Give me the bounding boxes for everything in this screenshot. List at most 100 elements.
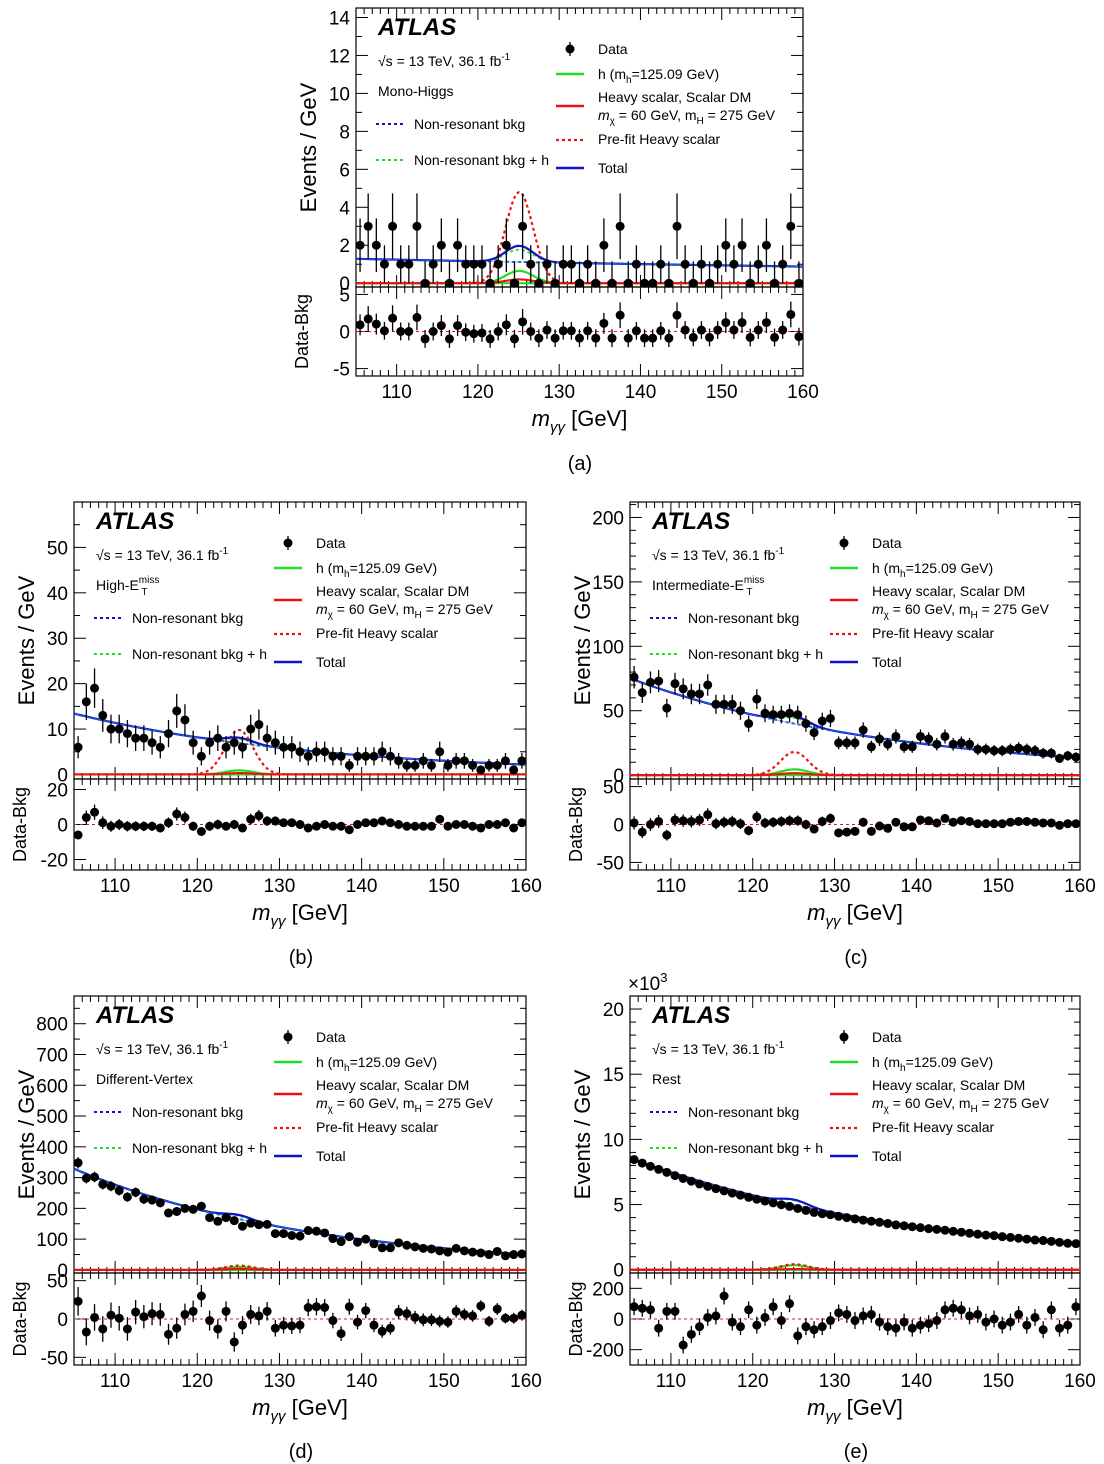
data-point [1005,1232,1015,1242]
legend-hs-sub2: H [697,116,704,127]
residual-point [703,1312,713,1322]
residual-point [81,813,91,822]
data-point [696,259,706,269]
residual-point [645,1305,655,1315]
residual-point [883,1322,893,1332]
x-axis-m: m [252,900,270,925]
data-point [394,756,404,766]
residual-point [1014,1309,1024,1319]
y-tick-label: 2 [339,236,350,257]
residual-point [377,816,387,826]
y-tick-label: 0 [613,1261,624,1282]
data-point [744,719,754,729]
ratio-y-tick-label: -200 [586,1341,624,1362]
residual-point [778,325,788,335]
category-sup: miss [139,575,160,586]
ratio-y-tick-label: 20 [47,781,68,802]
data-point [402,760,412,770]
x-tick-label: 140 [346,876,378,897]
data-point [426,1244,436,1254]
data-point [680,259,690,269]
legend-total-text: Total [872,1148,902,1164]
residual-point [279,1320,289,1330]
data-point [287,1230,297,1240]
y-axis-title: Events / GeV [14,575,39,705]
data-point [534,278,544,288]
legend-nrb-text: Non-resonant bkg [688,1104,799,1120]
residual-point [468,821,478,831]
data-point [1055,753,1065,763]
ratio-y-tick-label: 0 [57,816,68,837]
data-point [809,728,819,738]
data-point [369,751,379,761]
data-point [254,720,264,730]
data-point [501,240,511,250]
legend-nrb-text: Non-resonant bkg [132,610,243,626]
residual-point [328,1316,338,1326]
data-point [254,1220,264,1230]
data-point [493,259,503,269]
residual-point [379,326,389,336]
data-point [817,716,827,726]
data-point [164,1208,174,1218]
residual-point [915,1320,925,1330]
data-point [196,751,206,761]
x-tick-label: 160 [510,876,542,897]
residual-point [776,1316,786,1326]
residual-point [344,825,354,835]
data-point [188,738,198,748]
y-tick-label: 10 [603,1130,624,1151]
residual-point [670,815,680,825]
data-point [469,259,479,269]
legend-h-tail: =125.09 GeV) [350,560,438,576]
residual-point [695,1322,705,1332]
x-tick-label: 140 [901,876,933,897]
atlas-label: ATLAS [377,14,456,41]
residual-point [1055,820,1065,830]
data-point [246,724,256,734]
x-axis-unit: [GeV] [285,900,347,925]
legend-h-a: h (m [316,560,344,576]
legend-hs-sub2: H [415,610,422,621]
data-point [965,1228,975,1238]
ratio-y-tick-label: 200 [592,1279,624,1300]
data-point [645,677,655,687]
residual-point [753,325,763,335]
data-point [686,689,696,699]
data-point [1022,1234,1032,1244]
y-tick-label: 10 [329,84,350,105]
residual-point [476,1301,486,1311]
data-point [670,679,680,689]
data-point [1071,752,1081,762]
data-point [98,710,108,720]
data-point [778,259,788,269]
data-point [213,1216,223,1226]
data-point [336,1237,346,1247]
x-axis-title: mγγ [GeV] [252,900,348,930]
residual-point [1046,1305,1056,1315]
bkg-fit-line [629,1157,1081,1246]
residual-point [760,818,770,828]
legend-hs-sub: χ [610,116,616,127]
legend-h-tail: =125.09 GeV) [906,560,994,576]
residual-point [809,824,819,834]
data-point [477,259,487,269]
residual-point [825,1316,835,1326]
x-tick-label: 110 [381,382,411,403]
residual-point [688,332,698,342]
data-point [752,1194,762,1204]
data-point [907,742,917,752]
data-point [485,278,495,288]
data-point [385,1243,395,1253]
data-point [753,259,763,269]
residual-point [989,1314,999,1324]
residual-point [139,821,149,831]
data-point [566,259,576,269]
data-point [729,259,739,269]
residual-point [648,333,658,343]
energy-label: √s = 13 TeV, 36.1 fb-1 [96,546,229,563]
data-point [355,240,365,250]
data-point [686,1176,696,1186]
residual-point [426,821,436,831]
data-point [542,259,552,269]
